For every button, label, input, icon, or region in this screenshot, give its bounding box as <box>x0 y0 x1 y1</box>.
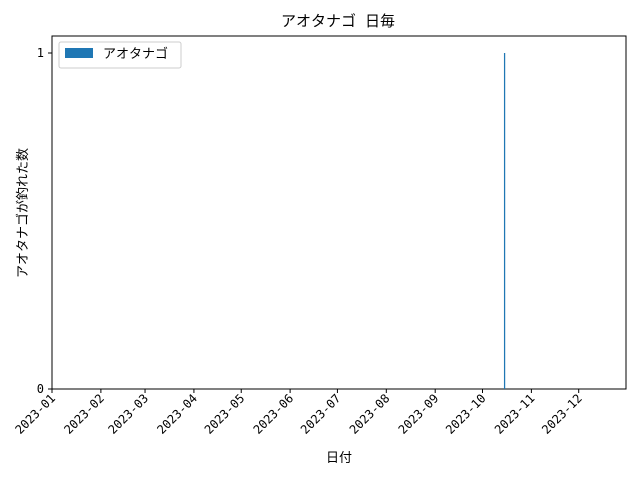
x-tick-label: 2023-04 <box>154 391 200 437</box>
x-tick-label: 2023-03 <box>105 391 151 437</box>
x-tick-label: 2023-01 <box>12 391 58 437</box>
y-axis-title: アオタナゴが釣れた数 <box>15 148 31 278</box>
y-axis-ticks: 01 <box>37 46 52 396</box>
x-tick-label: 2023-10 <box>443 391 489 437</box>
x-tick-label: 2023-02 <box>61 391 107 437</box>
legend-label: アオタナゴ <box>103 46 168 62</box>
y-tick-label: 0 <box>37 382 44 396</box>
x-tick-label: 2023-11 <box>492 391 538 437</box>
x-tick-label: 2023-08 <box>347 391 393 437</box>
plot-area <box>51 35 627 390</box>
x-tick-label: 2023-12 <box>539 391 585 437</box>
y-tick-label: 1 <box>37 46 44 60</box>
legend: アオタナゴ <box>58 41 182 69</box>
x-tick-label: 2023-09 <box>396 391 442 437</box>
x-tick-label: 2023-07 <box>298 391 344 437</box>
chart-title: アオタナゴ 日毎 <box>281 12 395 30</box>
x-tick-label: 2023-06 <box>251 391 297 437</box>
legend-swatch <box>65 48 93 58</box>
x-axis-title: 日付 <box>326 451 352 466</box>
bar-0-0 <box>503 53 506 389</box>
x-tick-label: 2023-05 <box>202 391 248 437</box>
bars-layer <box>503 53 506 389</box>
